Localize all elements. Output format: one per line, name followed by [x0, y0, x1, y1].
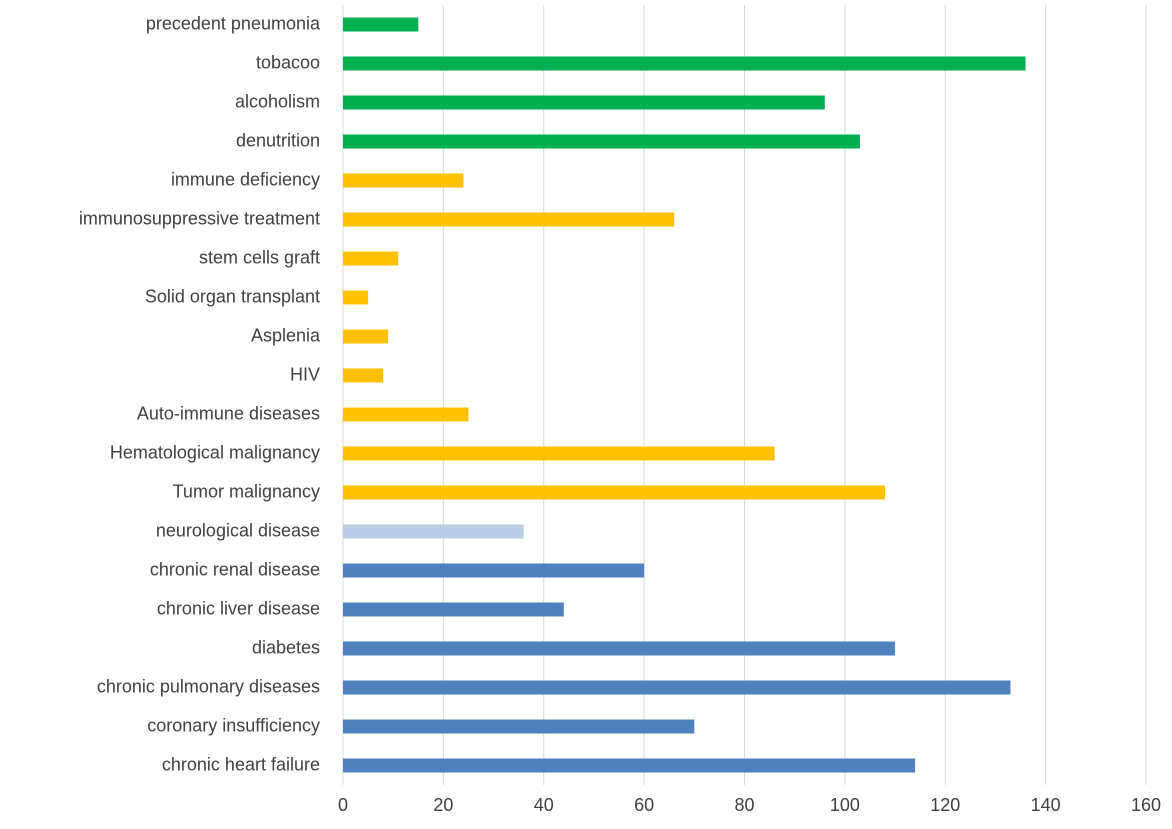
y-tick-label: chronic renal disease — [150, 559, 320, 579]
x-tick-label: 60 — [634, 795, 654, 815]
y-tick-label: diabetes — [252, 637, 320, 657]
bar — [343, 446, 775, 461]
x-tick-label: 160 — [1131, 795, 1161, 815]
bar — [343, 173, 464, 188]
y-tick-label: HIV — [290, 364, 320, 384]
y-tick-label: coronary insufficiency — [147, 715, 320, 735]
x-tick-label: 100 — [830, 795, 860, 815]
y-tick-label: tobacoo — [256, 52, 320, 72]
y-tick-label: Solid organ transplant — [145, 286, 320, 306]
bar — [343, 17, 419, 32]
bar — [343, 602, 564, 617]
bar — [343, 641, 896, 656]
y-tick-label: neurological disease — [156, 520, 320, 540]
x-tick-label: 80 — [734, 795, 754, 815]
y-tick-label: immune deficiency — [171, 169, 320, 189]
x-tick-label: 40 — [534, 795, 554, 815]
bar — [343, 407, 469, 422]
bar — [343, 290, 369, 305]
bar — [343, 524, 524, 539]
bar — [343, 56, 1026, 71]
x-tick-label: 0 — [338, 795, 348, 815]
bar — [343, 95, 825, 110]
bar — [343, 368, 384, 383]
y-tick-label: Asplenia — [251, 325, 321, 345]
y-tick-label: denutrition — [236, 130, 320, 150]
y-tick-label: Auto-immune diseases — [137, 403, 320, 423]
y-tick-label: precedent pneumonia — [146, 13, 321, 33]
bar — [343, 329, 389, 344]
y-tick-label: chronic heart failure — [162, 754, 320, 774]
bar — [343, 758, 916, 773]
x-tick-label: 20 — [433, 795, 453, 815]
bar — [343, 134, 860, 149]
x-tick-label: 120 — [930, 795, 960, 815]
bar — [343, 485, 886, 500]
bar — [343, 680, 1011, 695]
x-tick-label: 140 — [1031, 795, 1061, 815]
y-tick-label: Tumor malignancy — [173, 481, 320, 501]
y-tick-label: stem cells graft — [199, 247, 320, 267]
y-tick-label: Hematological malignancy — [110, 442, 320, 462]
y-tick-label: alcoholism — [235, 91, 320, 111]
bar — [343, 719, 695, 734]
y-tick-label: chronic liver disease — [157, 598, 320, 618]
y-tick-label: immunosuppressive treatment — [79, 208, 320, 228]
bar — [343, 563, 645, 578]
bar — [343, 251, 399, 266]
y-tick-label: chronic pulmonary diseases — [97, 676, 320, 696]
bar — [343, 212, 675, 227]
